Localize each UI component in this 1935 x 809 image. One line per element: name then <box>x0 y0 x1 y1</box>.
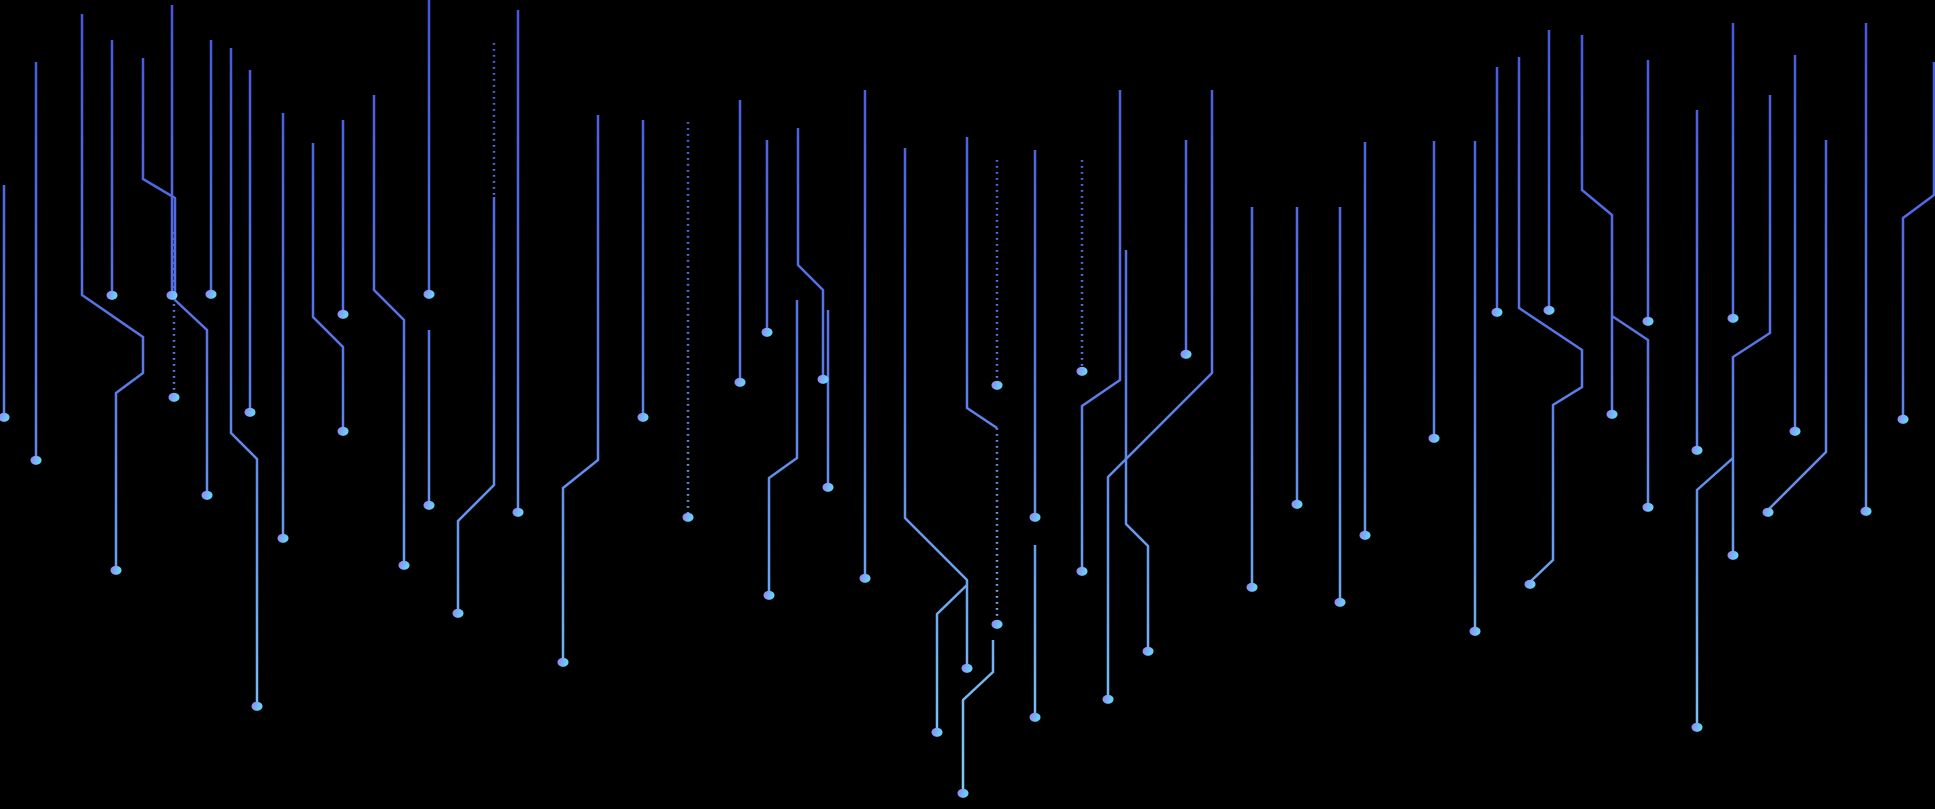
endpoint-dot-t14 <box>398 560 410 570</box>
endpoint-dot-t52 <box>1606 409 1618 419</box>
endpoint-dot-t15 <box>423 500 435 510</box>
circuit-trace-t03 <box>80 14 145 568</box>
circuit-trace-t57 <box>1695 457 1734 725</box>
circuit-trace-t26 <box>767 300 799 593</box>
endpoint-dot-t28 <box>859 573 871 583</box>
endpoint-dot-t50 <box>1543 305 1555 315</box>
circuit-trace-t14 <box>372 95 406 563</box>
endpoint-dot-t37 <box>1076 366 1088 376</box>
endpoint-dot-t51 <box>1642 502 1654 512</box>
endpoint-dot-t03 <box>110 565 122 575</box>
circuit-trace-t61 <box>1901 62 1935 417</box>
circuit-trace-t49 <box>1517 57 1584 583</box>
endpoint-dot-t47 <box>1469 626 1481 636</box>
circuit-trace-t30 <box>935 584 968 730</box>
endpoint-dot-t60 <box>1860 506 1872 516</box>
endpoint-dot-t25 <box>817 374 829 384</box>
circuit-trace-t29 <box>903 148 969 666</box>
endpoint-dot-t18 <box>452 608 464 618</box>
circuit-trace-t05 <box>141 58 209 493</box>
endpoint-dot-t27 <box>822 482 834 492</box>
endpoint-dot-t61 <box>1897 414 1909 424</box>
endpoint-dot-t10 <box>244 407 256 417</box>
endpoint-dot-t56 <box>1727 313 1739 323</box>
endpoint-dot-t30 <box>931 727 943 737</box>
endpoint-dots-layer <box>0 289 1909 798</box>
endpoint-dot-t53 <box>1642 316 1654 326</box>
endpoint-dot-t44 <box>1334 597 1346 607</box>
endpoint-dot-t16 <box>423 289 435 299</box>
endpoint-dot-t07 <box>166 290 178 300</box>
circuit-trace-t18 <box>456 197 496 611</box>
circuit-trace-t09 <box>229 48 259 704</box>
endpoint-dot-t38 <box>1076 566 1088 576</box>
endpoint-dot-t02 <box>30 455 42 465</box>
endpoint-dot-t29 <box>961 663 973 673</box>
endpoint-dot-t21 <box>637 412 649 422</box>
endpoint-dot-t13 <box>337 309 349 319</box>
endpoint-dot-t09 <box>251 701 263 711</box>
traces-layer <box>2 0 1935 791</box>
endpoint-dot-t36 <box>1029 712 1041 722</box>
endpoint-dot-t23 <box>734 377 746 387</box>
circuit-trace-t38 <box>1080 90 1122 569</box>
endpoint-dot-t22 <box>682 512 694 522</box>
endpoint-dot-t42 <box>1246 582 1258 592</box>
endpoint-dot-t06 <box>168 392 180 402</box>
endpoint-dot-t26 <box>763 590 775 600</box>
circuit-trace-t59 <box>1767 140 1828 511</box>
endpoint-dot-t20 <box>557 657 569 667</box>
endpoint-dot-t40 <box>1180 349 1192 359</box>
endpoint-dot-t55 <box>1727 550 1739 560</box>
endpoint-dot-t59 <box>1762 507 1774 517</box>
endpoint-dot-t46 <box>1428 433 1440 443</box>
endpoint-dot-t49 <box>1524 579 1536 589</box>
endpoint-dot-t11 <box>277 533 289 543</box>
endpoint-dot-t05 <box>201 490 213 500</box>
endpoint-dot-t39 <box>1142 646 1154 656</box>
endpoint-dot-t48 <box>1491 307 1503 317</box>
circuit-trace-t55 <box>1731 95 1772 553</box>
endpoint-dot-t57 <box>1691 722 1703 732</box>
circuit-trace-t41 <box>1106 90 1214 697</box>
endpoint-dot-t19 <box>512 507 524 517</box>
endpoint-dot-t04 <box>106 290 118 300</box>
circuit-trace-t25 <box>796 128 825 377</box>
endpoint-dot-t45 <box>1359 530 1371 540</box>
endpoint-dot-t58 <box>1789 426 1801 436</box>
circuit-trace-t20 <box>561 115 600 660</box>
circuit-trace-t39 <box>1124 250 1150 649</box>
endpoint-dot-t12 <box>337 426 349 436</box>
endpoint-dot-t41 <box>1102 694 1114 704</box>
endpoint-dot-t43 <box>1291 499 1303 509</box>
endpoint-dot-t31 <box>957 788 969 798</box>
endpoint-dot-t35 <box>1029 512 1041 522</box>
endpoint-dot-t54 <box>1691 445 1703 455</box>
endpoint-dot-t01 <box>0 412 10 422</box>
endpoint-dot-t08 <box>205 289 217 299</box>
circuit-trace-t51 <box>1580 35 1650 505</box>
circuit-trace-t33 <box>965 137 998 430</box>
endpoint-dot-t34 <box>991 619 1003 629</box>
endpoint-dot-t32 <box>991 380 1003 390</box>
endpoint-dot-t24 <box>761 327 773 337</box>
circuit-trace-t12 <box>311 143 345 429</box>
circuit-trace-t31 <box>961 640 995 791</box>
